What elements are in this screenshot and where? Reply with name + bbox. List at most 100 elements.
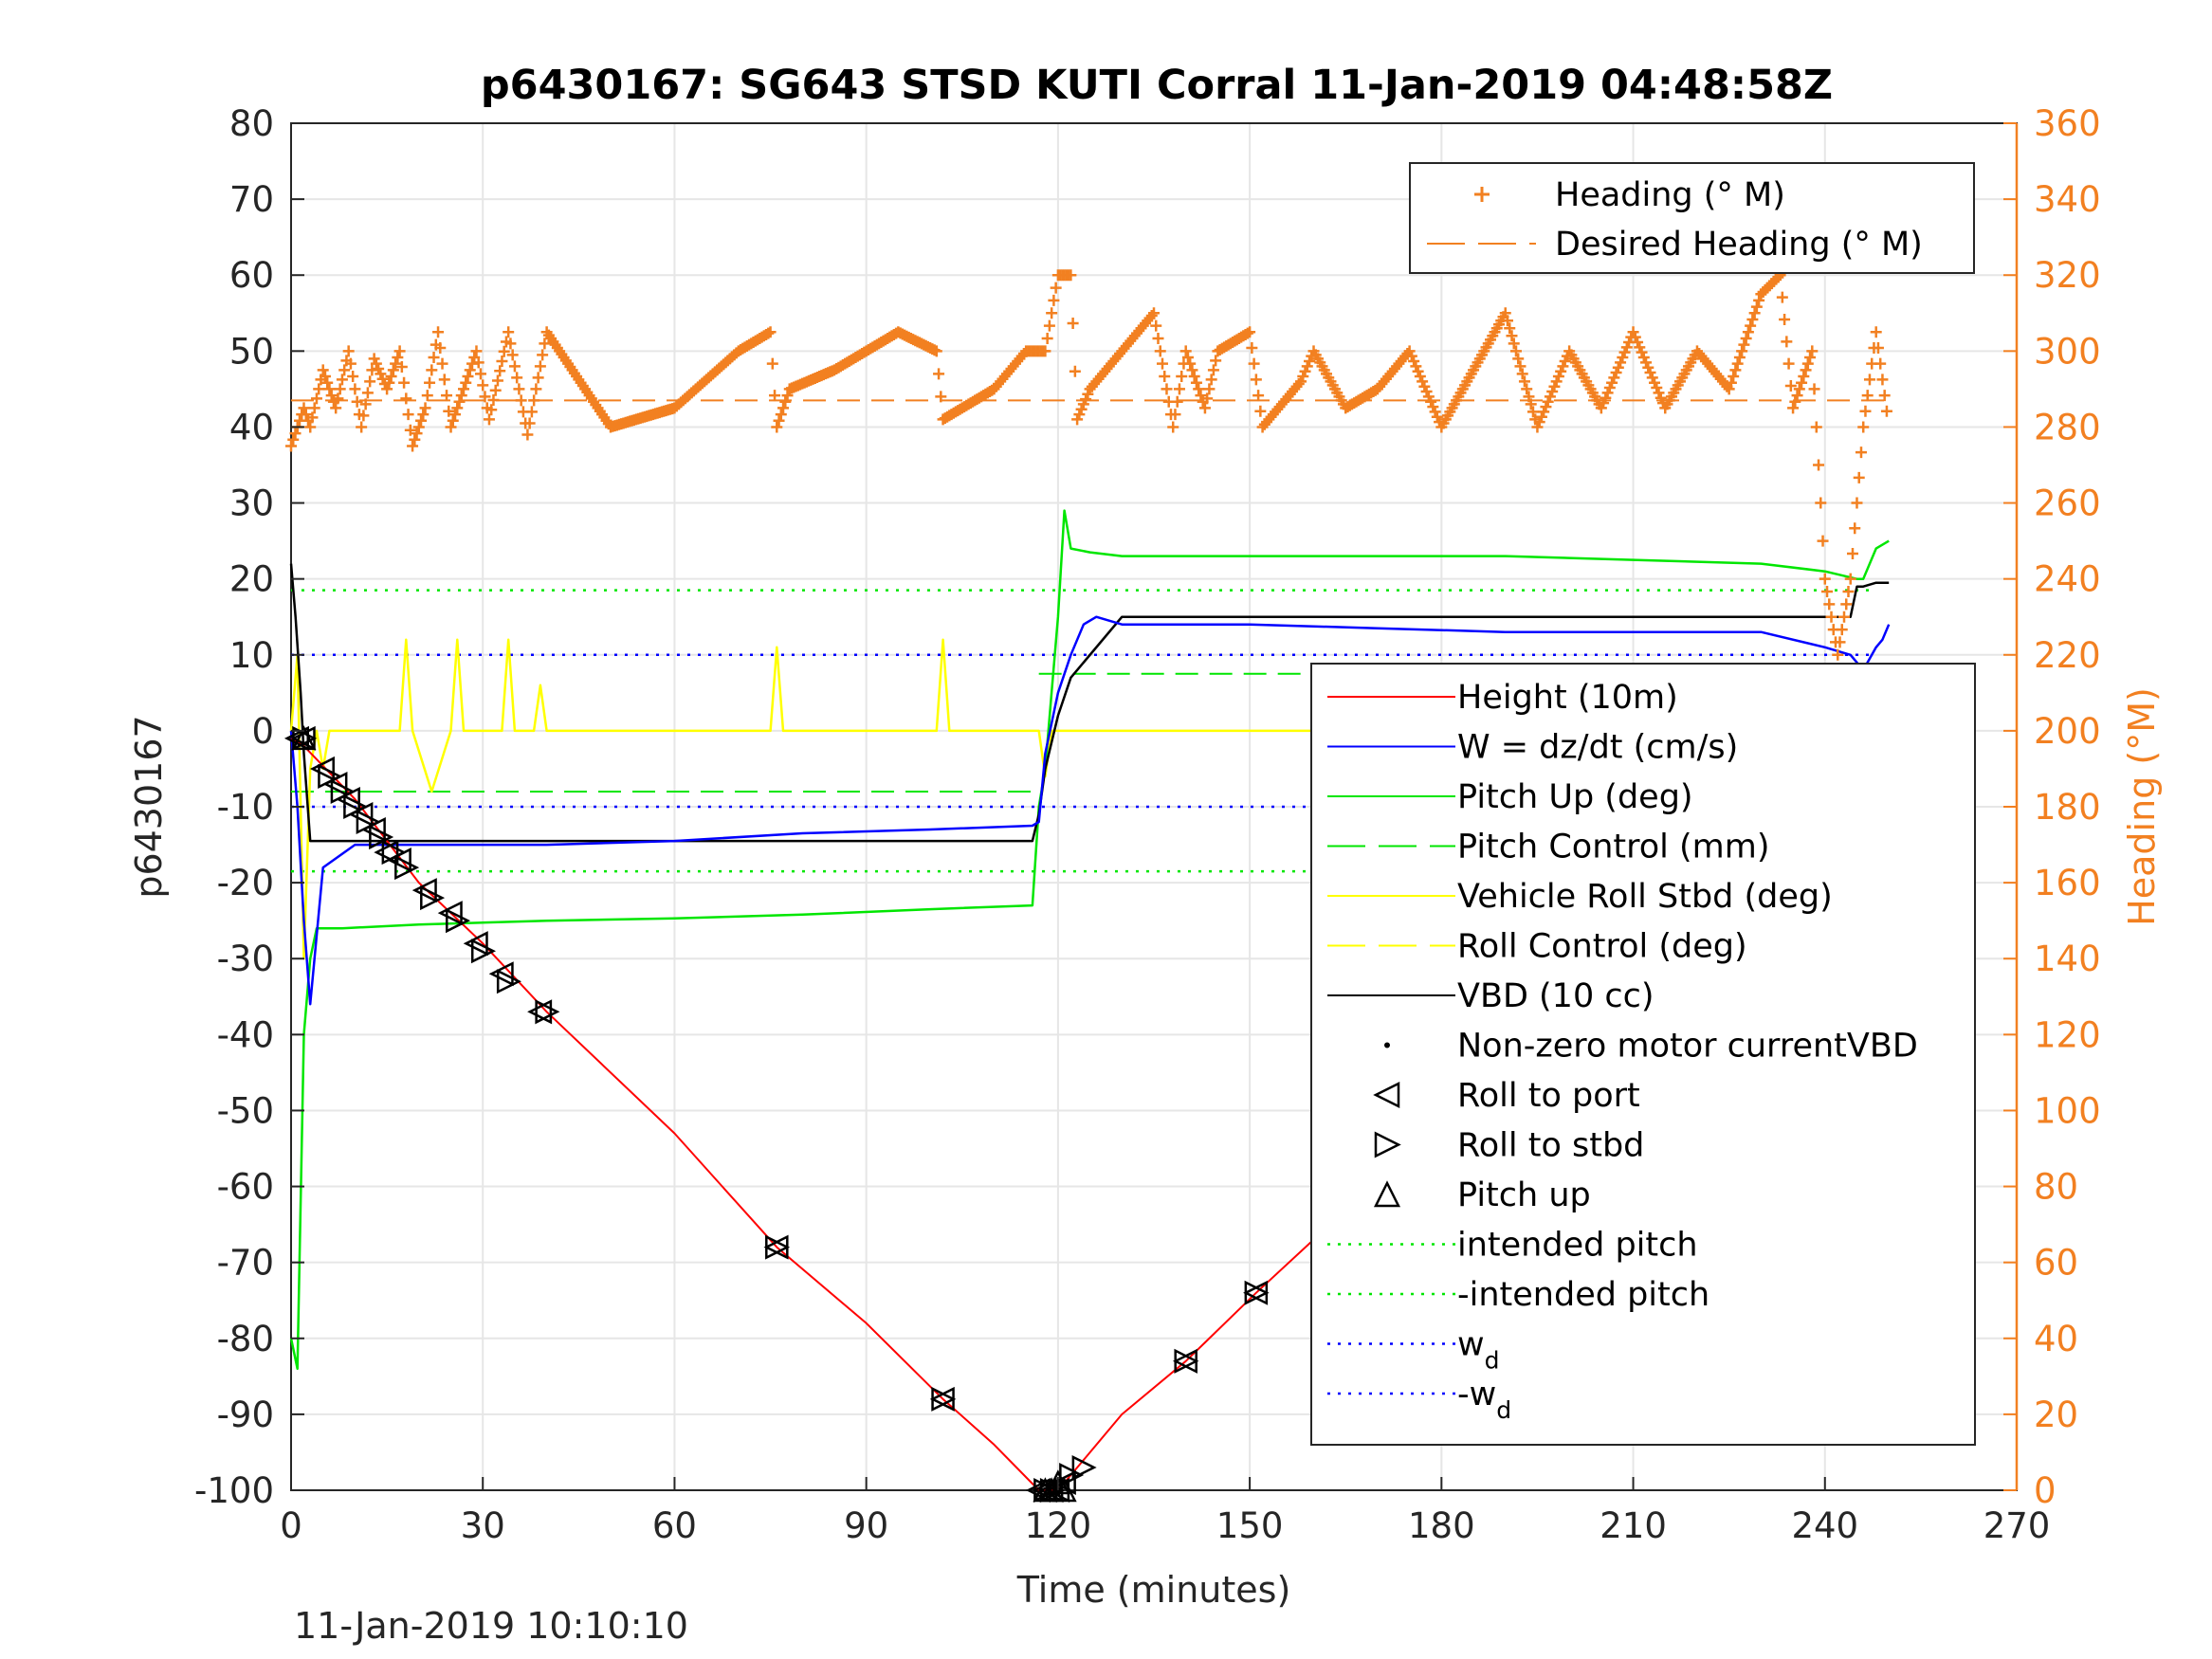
y-tick-label: -20 [217, 863, 274, 903]
heading-point [539, 337, 551, 350]
heading-point [933, 368, 945, 380]
heading-point [472, 356, 484, 369]
y2-tick-label: 240 [2034, 559, 2101, 600]
heading-point [1159, 371, 1171, 383]
heading-point [1186, 364, 1198, 376]
heading-point [1246, 341, 1258, 354]
y2-axis-ticks: 3603403203002802602402202001801601401201… [2003, 103, 2101, 1511]
heading-point [1169, 409, 1181, 421]
heading-point [1041, 332, 1053, 344]
y2-axis-label: Heading (°M) [2121, 687, 2163, 926]
legend-main-swatch [1374, 1131, 1401, 1158]
heading-point [1250, 374, 1262, 386]
legend-main-label: Pitch Control (mm) [1457, 829, 1769, 866]
heading-point [1874, 357, 1887, 370]
heading-point [1171, 395, 1183, 408]
heading-point [935, 391, 947, 403]
legend-swatch-marker [1373, 1081, 1400, 1109]
pitch-up-marker [1051, 1477, 1077, 1503]
heading-point [1412, 365, 1424, 377]
heading-point [1600, 392, 1612, 404]
heading-point [375, 368, 387, 380]
heading-point [1736, 345, 1748, 357]
heading-point [1617, 352, 1629, 364]
heading-point [769, 390, 781, 402]
y-tick-label: 50 [229, 331, 274, 372]
heading-point [1729, 364, 1742, 376]
heading-point [336, 374, 348, 386]
heading-point [523, 417, 536, 429]
heading-point [1878, 390, 1891, 402]
heading-point [1855, 447, 1867, 459]
heading-point [1810, 421, 1822, 433]
heading-point [511, 372, 523, 384]
heading-point [1859, 405, 1872, 417]
heading-point [1188, 371, 1200, 383]
heading-point [417, 409, 430, 421]
heading-point [1417, 375, 1429, 388]
heading-point [1796, 376, 1808, 389]
heading-point [1813, 459, 1825, 471]
heading-point [1198, 402, 1211, 414]
heading-point [313, 383, 325, 395]
heading-point [359, 398, 372, 410]
legend-main-label: Height (10m) [1457, 679, 1678, 717]
heading-point [1201, 392, 1214, 405]
heading-point [319, 371, 331, 383]
heading-point [1781, 336, 1793, 348]
heading-point [381, 383, 393, 395]
heading-point [1555, 365, 1567, 377]
heading-point [300, 409, 312, 421]
roll-to-stbd-marker [446, 908, 471, 934]
heading-point [1653, 387, 1665, 399]
x-tick-label: 0 [280, 1505, 302, 1546]
heading-point [1787, 402, 1800, 414]
y-tick-label: -100 [194, 1470, 274, 1511]
heading-point [537, 349, 549, 361]
heading-point [464, 364, 476, 376]
heading-point [1784, 380, 1797, 392]
heading-series [285, 269, 1892, 661]
roll-to-stbd-marker [535, 999, 560, 1025]
heading-point [453, 395, 466, 408]
heading-point [412, 421, 425, 433]
heading-point [330, 402, 342, 414]
heading-point [398, 376, 411, 389]
heading-point [1620, 341, 1633, 354]
heading-point [1080, 393, 1092, 406]
roll-to-stbd-marker [496, 969, 521, 994]
heading-point [1851, 497, 1863, 509]
heading-point [487, 393, 500, 406]
heading-point [496, 356, 508, 368]
heading-point [1154, 345, 1166, 357]
heading-point [1207, 364, 1219, 376]
heading-point [411, 428, 423, 440]
heading-point [1872, 341, 1884, 354]
heading-point [1304, 356, 1316, 368]
heading-point [1806, 345, 1819, 357]
roll-to-stbd-marker [1033, 1477, 1059, 1504]
heading-point [338, 364, 351, 376]
heading-point [479, 391, 491, 403]
heading-point [306, 411, 319, 424]
heading-point [1167, 421, 1179, 433]
heading-point [483, 413, 495, 426]
x-tick-label: 210 [1600, 1505, 1667, 1546]
y-tick-label: 40 [229, 407, 274, 447]
heading-point [370, 357, 382, 370]
legend-main-label: VBD (10 cc) [1457, 977, 1654, 1015]
heading-point [1508, 337, 1520, 350]
heading-point [1636, 346, 1648, 358]
heading-point [1840, 598, 1853, 611]
roll-to-stbd-marker [318, 763, 343, 789]
heading-point [1048, 294, 1060, 306]
heading-point [1876, 374, 1889, 386]
pitch-up-marker [1039, 1477, 1065, 1503]
heading-point [1538, 406, 1550, 418]
y-tick-label: 20 [229, 559, 274, 600]
y2-tick-label: 280 [2034, 407, 2101, 447]
legend-main-label: intended pitch [1457, 1227, 1698, 1265]
heading-point [447, 414, 459, 427]
heading-point [1521, 383, 1533, 395]
heading-point [1870, 326, 1882, 338]
